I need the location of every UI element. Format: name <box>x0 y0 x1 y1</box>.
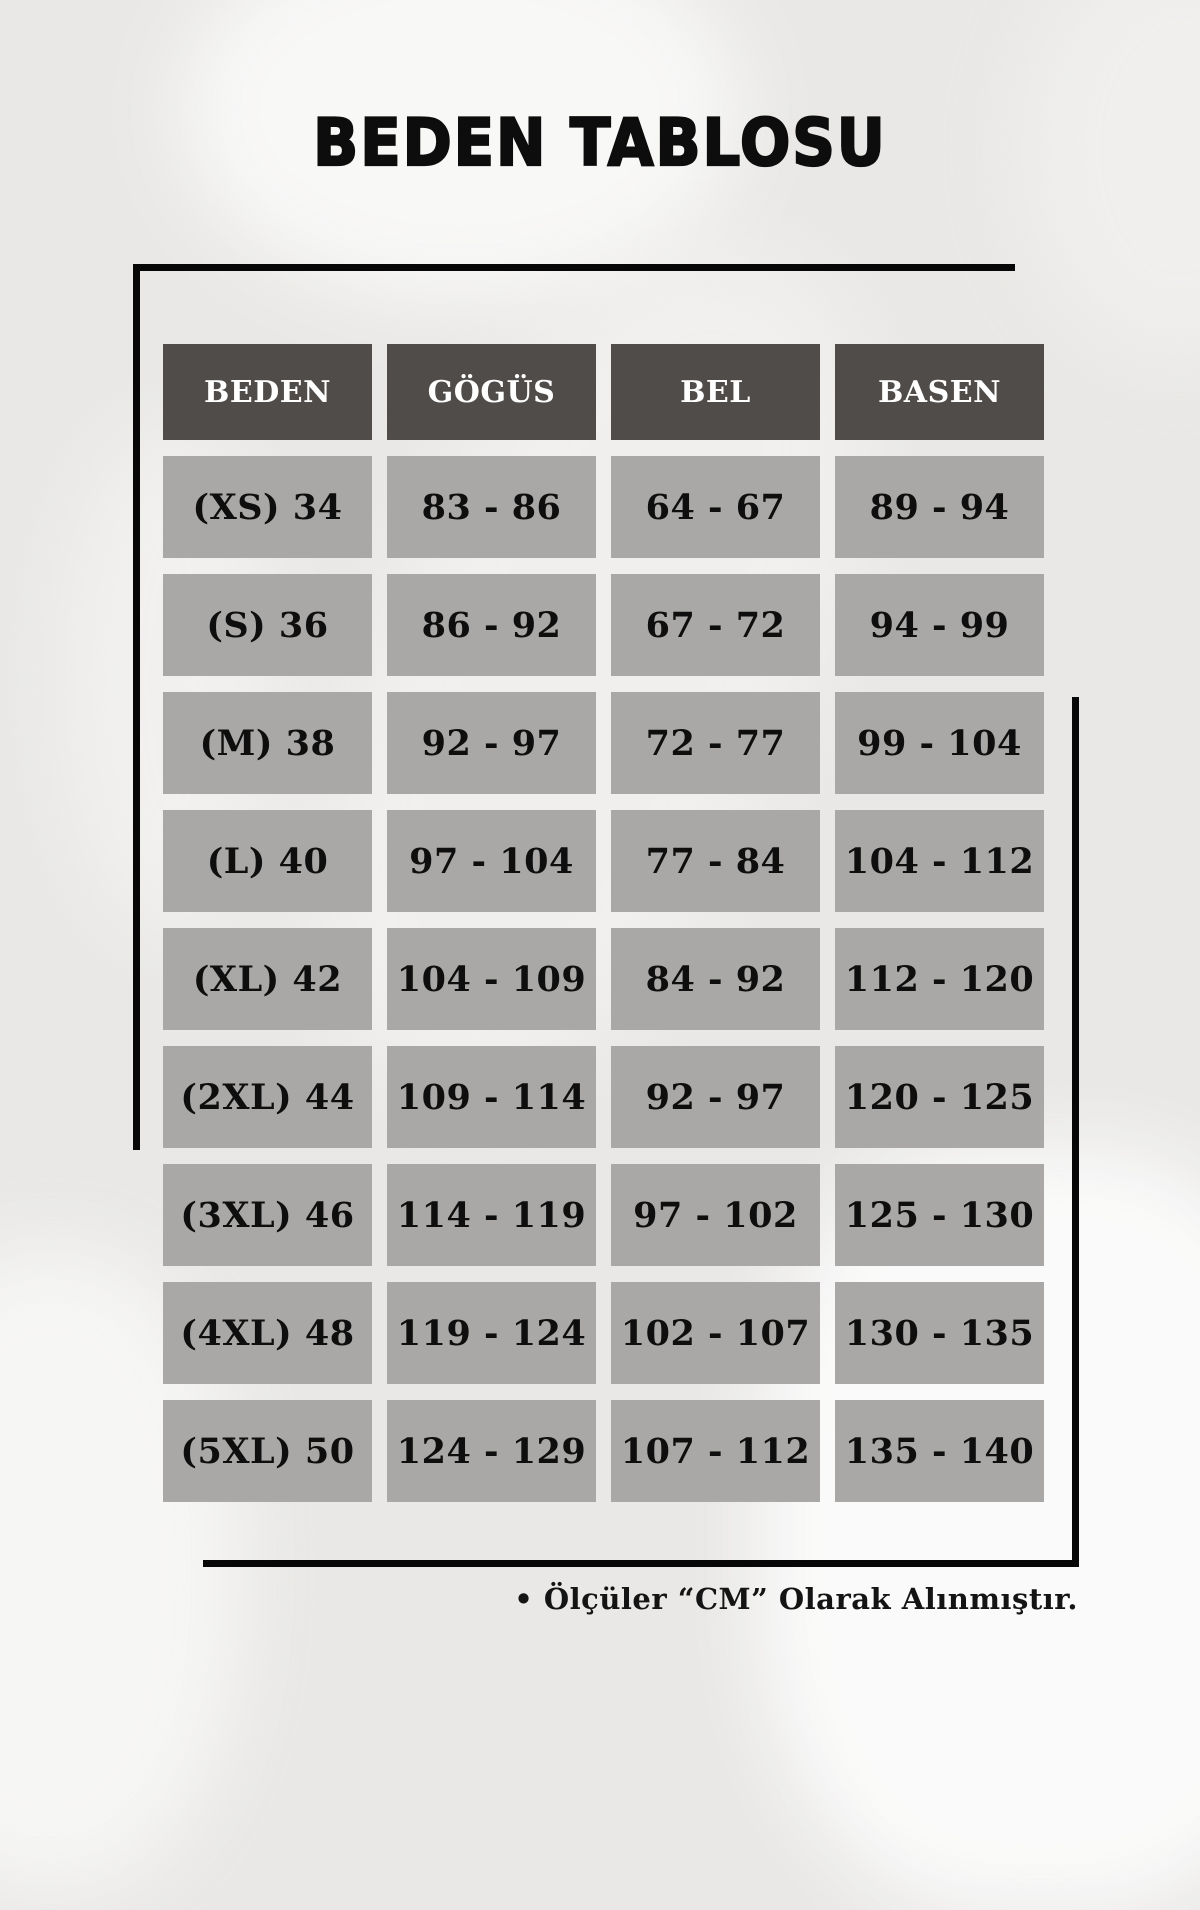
table-cell-hip: 125 - 130 <box>835 1164 1044 1266</box>
header-cell-basen: BASEN <box>835 344 1044 440</box>
header-cell-beden: BEDEN <box>163 344 372 440</box>
table-cell-hip: 120 - 125 <box>835 1046 1044 1148</box>
table-cell-size: (S) 36 <box>163 574 372 676</box>
table-cell-chest: 83 - 86 <box>387 456 596 558</box>
table-cell-hip: 94 - 99 <box>835 574 1044 676</box>
table-cell-waist: 107 - 112 <box>611 1400 820 1502</box>
table-cell-chest: 109 - 114 <box>387 1046 596 1148</box>
decor-line-top <box>133 264 1015 271</box>
table-cell-waist: 92 - 97 <box>611 1046 820 1148</box>
table-cell-size: (XS) 34 <box>163 456 372 558</box>
decor-line-right <box>1072 697 1079 1567</box>
measurement-note: • Ölçüler “CM” Olarak Alınmıştır. <box>514 1582 1078 1616</box>
decor-line-bottom <box>203 1560 1079 1567</box>
table-cell-size: (2XL) 44 <box>163 1046 372 1148</box>
table-cell-size: (4XL) 48 <box>163 1282 372 1384</box>
table-cell-waist: 72 - 77 <box>611 692 820 794</box>
table-cell-chest: 97 - 104 <box>387 810 596 912</box>
table-cell-waist: 84 - 92 <box>611 928 820 1030</box>
table-cell-size: (XL) 42 <box>163 928 372 1030</box>
table-cell-hip: 104 - 112 <box>835 810 1044 912</box>
table-cell-size: (5XL) 50 <box>163 1400 372 1502</box>
table-cell-chest: 92 - 97 <box>387 692 596 794</box>
table-cell-chest: 119 - 124 <box>387 1282 596 1384</box>
table-cell-hip: 99 - 104 <box>835 692 1044 794</box>
table-cell-chest: 124 - 129 <box>387 1400 596 1502</box>
decor-line-left <box>133 264 140 1150</box>
table-cell-hip: 135 - 140 <box>835 1400 1044 1502</box>
table-cell-size: (M) 38 <box>163 692 372 794</box>
header-cell-gogus: GÖGÜS <box>387 344 596 440</box>
size-table: BEDEN GÖGÜS BEL BASEN (XS) 34 83 - 86 64… <box>163 344 1044 1502</box>
table-cell-waist: 77 - 84 <box>611 810 820 912</box>
table-cell-waist: 97 - 102 <box>611 1164 820 1266</box>
page-title: BEDEN TABLOSU <box>312 105 887 183</box>
table-cell-size: (L) 40 <box>163 810 372 912</box>
table-cell-hip: 112 - 120 <box>835 928 1044 1030</box>
table-cell-chest: 86 - 92 <box>387 574 596 676</box>
table-cell-hip: 130 - 135 <box>835 1282 1044 1384</box>
table-cell-hip: 89 - 94 <box>835 456 1044 558</box>
table-cell-chest: 104 - 109 <box>387 928 596 1030</box>
table-cell-size: (3XL) 46 <box>163 1164 372 1266</box>
table-cell-waist: 67 - 72 <box>611 574 820 676</box>
table-cell-waist: 102 - 107 <box>611 1282 820 1384</box>
header-cell-bel: BEL <box>611 344 820 440</box>
table-cell-chest: 114 - 119 <box>387 1164 596 1266</box>
table-cell-waist: 64 - 67 <box>611 456 820 558</box>
